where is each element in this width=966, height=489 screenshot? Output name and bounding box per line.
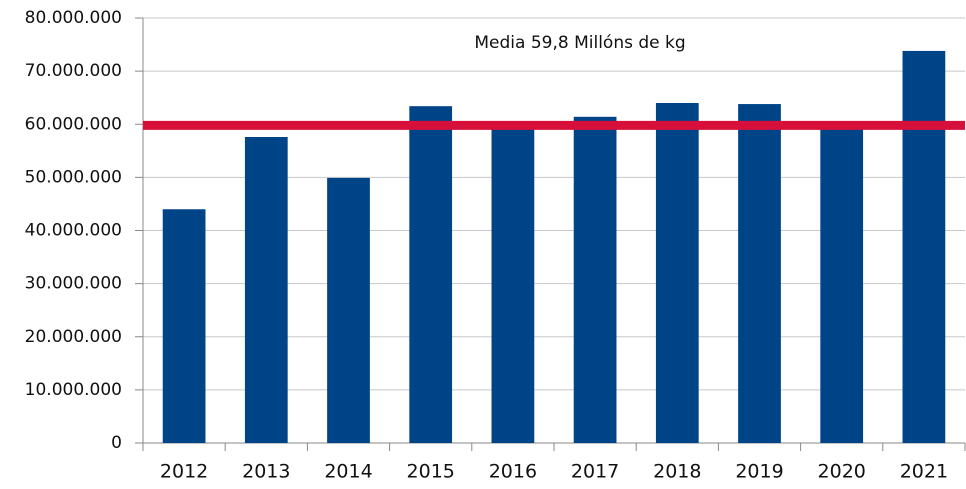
x-tick-label: 2019 [735,461,783,483]
bar [491,126,535,443]
y-tick-label: 50.000.000 [25,167,122,187]
y-tick-label: 40.000.000 [25,221,122,241]
bar [655,103,699,443]
x-tick-label: 2014 [324,461,372,483]
y-tick-label: 30.000.000 [25,274,122,294]
y-tick-label: 20.000.000 [25,327,122,347]
y-tick-label: 10.000.000 [25,380,122,400]
y-tick-label: 0 [111,433,122,453]
x-tick-label: 2012 [160,461,208,483]
y-tick-label: 60.000.000 [25,114,122,134]
bar [327,177,370,443]
bar [820,127,864,443]
bar [738,104,781,443]
y-tick-label: 70.000.000 [25,61,122,81]
x-tick-label: 2018 [653,461,701,483]
bar [244,137,288,443]
x-tick-label: 2021 [900,461,948,483]
bar [902,50,946,443]
x-tick-label: 2017 [571,461,619,483]
bar [573,116,617,443]
x-tick-label: 2015 [407,461,455,483]
bar [162,209,206,443]
y-tick-label: 80.000.000 [25,8,122,28]
x-tick-label: 2020 [818,461,866,483]
reference-label: Media 59,8 Millóns de kg [474,33,685,53]
x-tick-label: 2016 [489,461,537,483]
x-tick-label: 2013 [242,461,290,483]
bar [409,106,453,443]
